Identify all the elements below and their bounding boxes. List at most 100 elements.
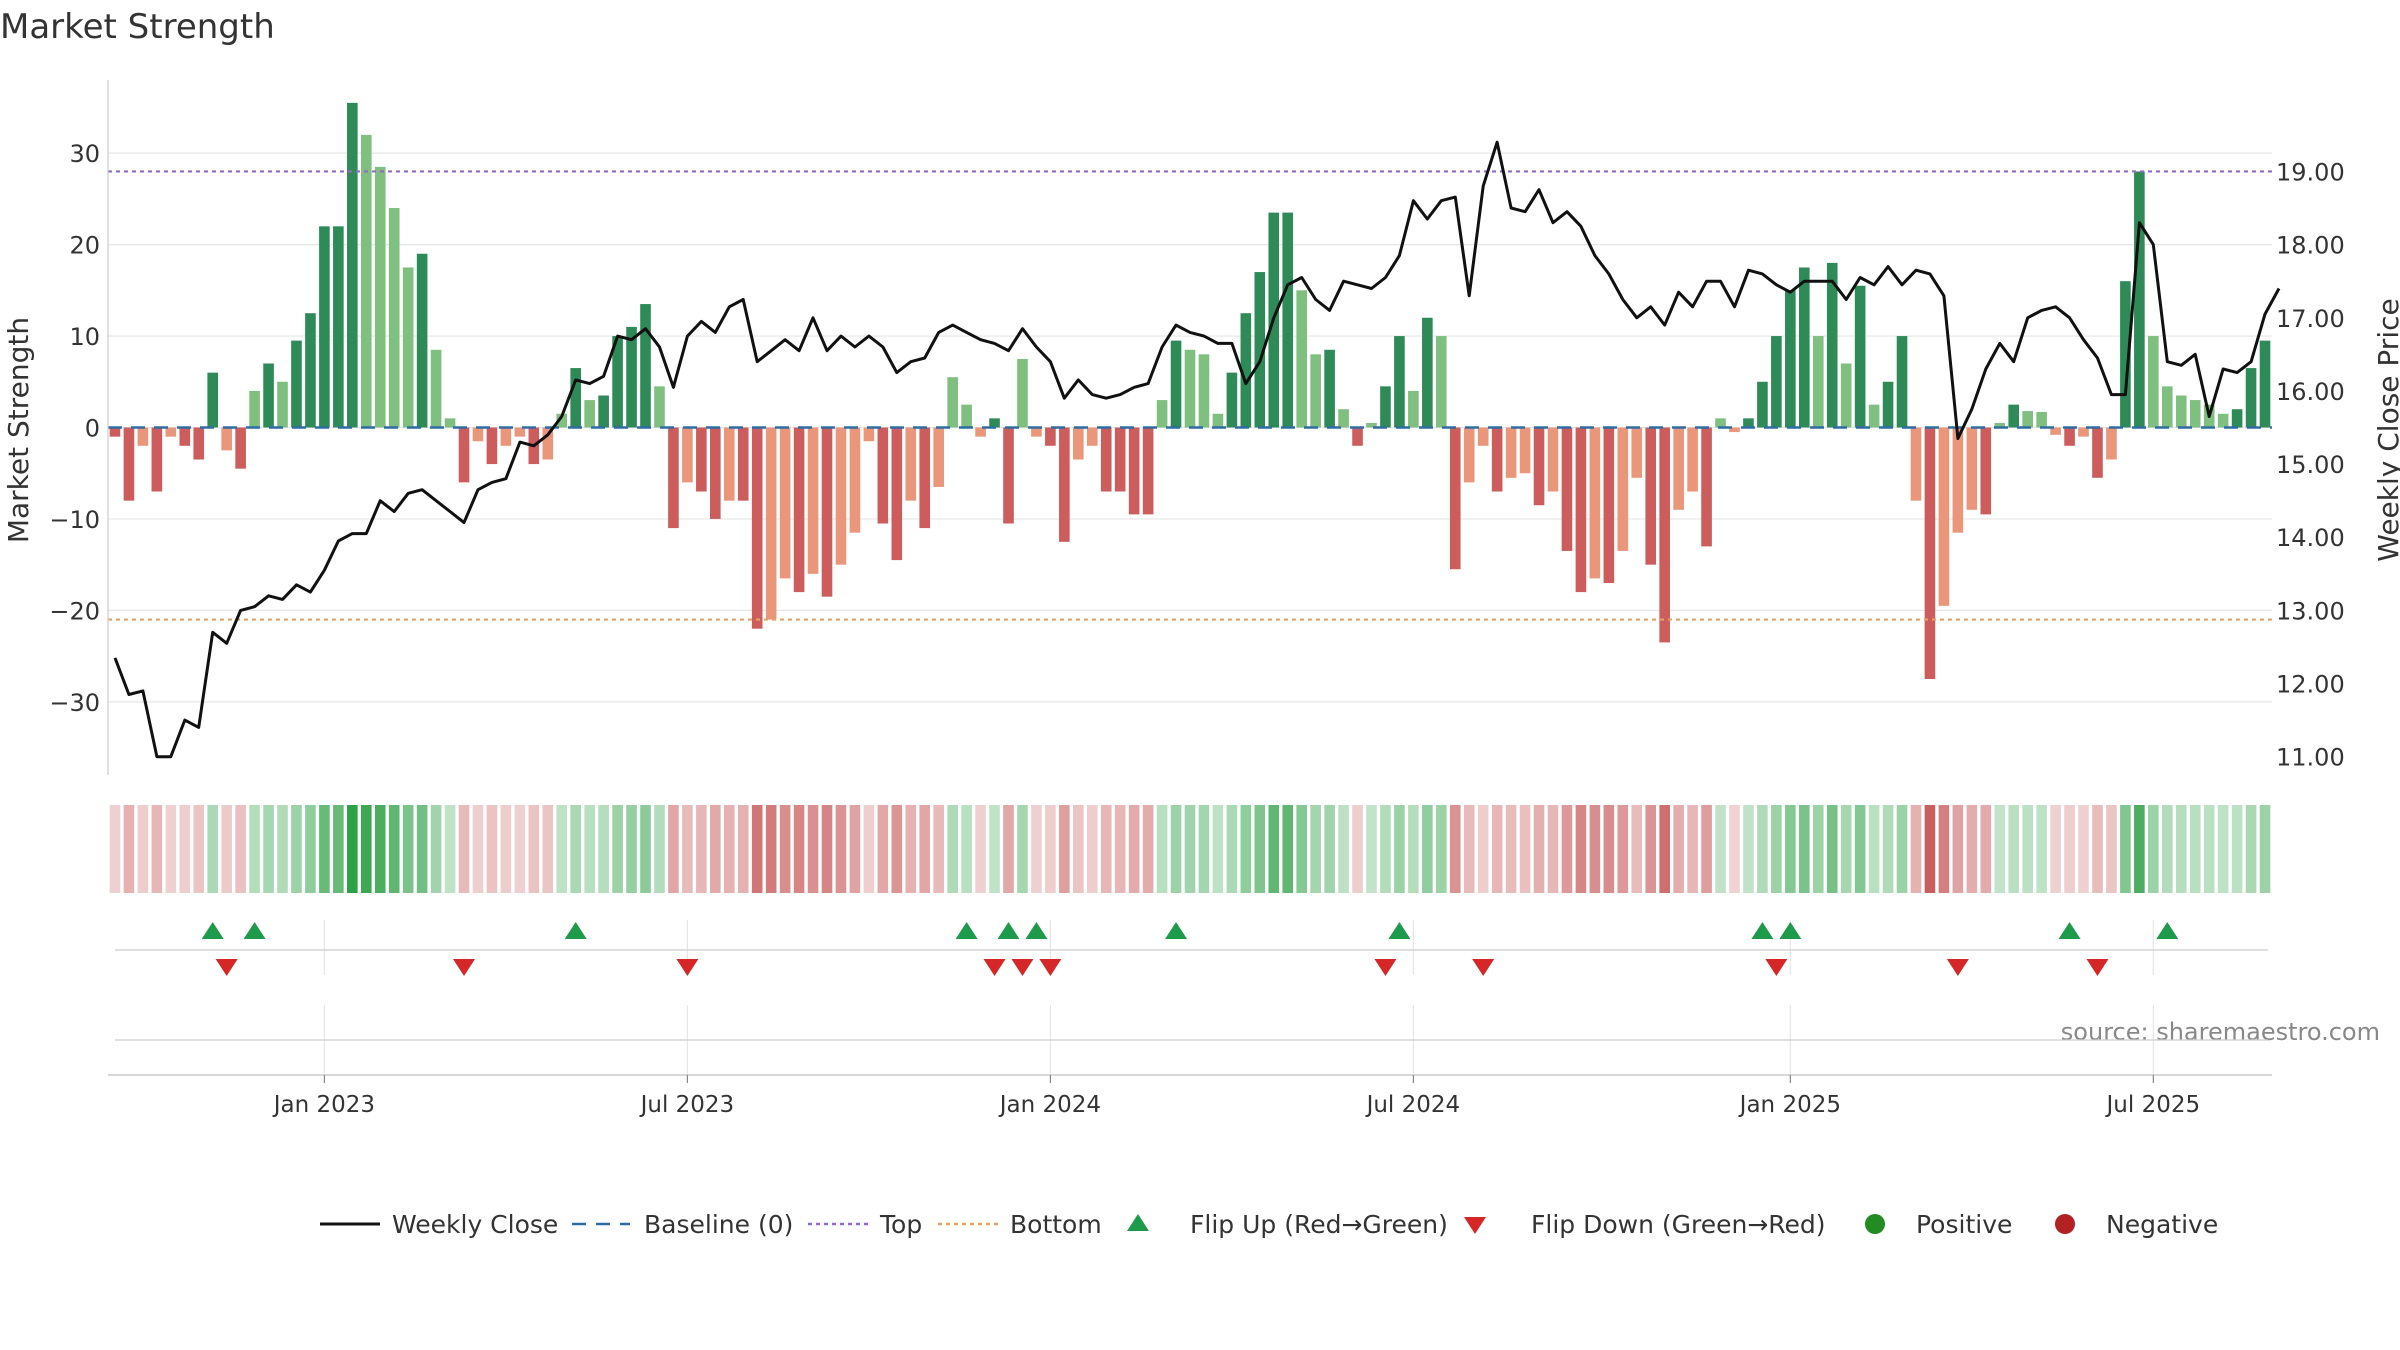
heat-cell (668, 805, 679, 893)
strength-bar (1994, 422, 2006, 428)
strength-bar (891, 427, 903, 561)
flip-markers (115, 922, 2268, 976)
strength-bar (1757, 381, 1768, 428)
heat-cell (500, 805, 512, 893)
heat-cell (723, 805, 735, 893)
strength-bar (807, 427, 819, 574)
strength-bar (444, 418, 456, 428)
heat-cell (1952, 805, 1964, 893)
heat-cell (2245, 805, 2257, 893)
strength-bar (1380, 386, 1391, 428)
strength-bar (1449, 427, 1461, 570)
heat-cell (975, 805, 986, 893)
heat-cell (193, 805, 205, 893)
heat-cell (1422, 805, 1433, 893)
flip-down-marker (1039, 959, 1062, 976)
y2-tick-label: 15.00 (2276, 451, 2345, 479)
strength-bar (2245, 368, 2257, 428)
heat-cell (1519, 805, 1531, 893)
y2-tick-label: 11.00 (2276, 744, 2345, 772)
heat-cell (2231, 805, 2243, 893)
legend-circle-icon (2055, 1214, 2075, 1234)
heat-cell (1268, 805, 1280, 893)
heat-cell (1868, 805, 1880, 893)
strength-bar (821, 427, 833, 597)
heat-cell (751, 805, 763, 893)
strength-bar (1924, 427, 1936, 679)
strength-bar (989, 418, 1000, 428)
strength-bar (1798, 267, 1810, 428)
strength-bar (151, 427, 163, 492)
strength-bar (2092, 427, 2103, 478)
flip-down-marker (215, 959, 238, 976)
strength-bar (2189, 400, 2201, 428)
strength-bar (1086, 427, 1098, 446)
y-tick-label: 10 (69, 323, 100, 351)
strength-bar (1240, 313, 1252, 428)
strength-bar (765, 427, 777, 620)
heat-cell (2078, 805, 2089, 893)
heat-cell (1994, 805, 2006, 893)
heat-cell (654, 805, 665, 893)
strength-bar (235, 427, 246, 469)
heat-cell (1771, 805, 1782, 893)
y2-tick-label: 16.00 (2276, 378, 2345, 406)
strength-bar (277, 381, 288, 428)
heat-cell (905, 805, 917, 893)
strength-bar (221, 427, 232, 451)
legend-flip-down-icon (1464, 1217, 1486, 1234)
heat-cell (1659, 805, 1670, 893)
heat-cell (1142, 805, 1154, 893)
strength-bar (2231, 409, 2243, 428)
heat-cell (347, 805, 358, 893)
heat-cell (542, 805, 554, 893)
strength-bar (598, 395, 609, 428)
y-tick-label: −30 (49, 689, 100, 717)
heat-cell (1310, 805, 1321, 893)
strength-bar (1212, 413, 1224, 428)
heat-cell (1198, 805, 1210, 893)
y2-tick-label: 12.00 (2276, 671, 2345, 699)
strength-bar (1673, 427, 1684, 510)
strength-bar (584, 400, 595, 428)
heat-cell (2217, 805, 2229, 893)
heat-cell (402, 805, 414, 893)
strength-bar (1491, 427, 1503, 492)
flip-up-marker (955, 922, 978, 939)
strength-bar (486, 427, 498, 465)
heat-cell (360, 805, 372, 893)
heat-cell (2036, 805, 2047, 893)
heat-cell (1631, 805, 1643, 893)
heat-cell (821, 805, 833, 893)
strength-bar (179, 427, 191, 446)
flip-down-marker (2086, 959, 2109, 976)
heat-cell (486, 805, 498, 893)
heat-cell (165, 805, 177, 893)
heat-cell (1743, 805, 1754, 893)
heat-cell (430, 805, 442, 893)
heat-cell (556, 805, 568, 893)
strength-bar (472, 427, 484, 442)
heat-cell (388, 805, 400, 893)
heat-cell (1687, 805, 1698, 893)
heat-cell (1435, 805, 1447, 893)
strength-bar (2134, 171, 2145, 428)
heat-cell (1826, 805, 1838, 893)
strength-bar (961, 404, 972, 428)
heat-cell (1449, 805, 1461, 893)
heat-cell (919, 805, 931, 893)
heat-cell (1589, 805, 1601, 893)
strength-bar (1603, 427, 1615, 583)
source-note: source: sharemaestro.com (2061, 1018, 2380, 1046)
flip-down-marker (453, 959, 476, 976)
strength-bar (109, 427, 121, 437)
heat-cell (221, 805, 232, 893)
strength-bar (137, 427, 149, 446)
heat-cell (1575, 805, 1587, 893)
flip-up-marker (564, 922, 587, 939)
chart-title: Market Strength (0, 7, 275, 47)
heat-cell (570, 805, 582, 893)
strength-bar (1073, 427, 1084, 460)
strength-bar (2050, 427, 2061, 435)
price-line-layer (113, 140, 2281, 759)
